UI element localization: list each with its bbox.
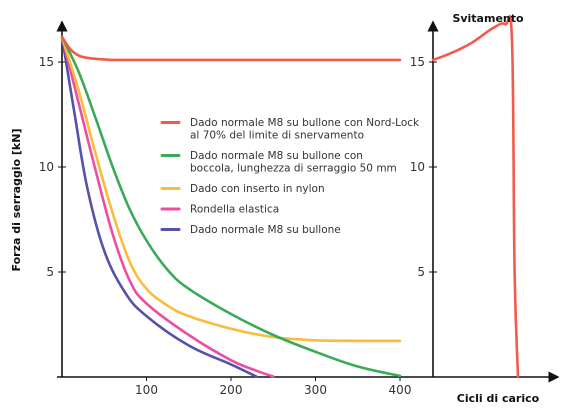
right-y-tick-label: 10 [410,160,425,174]
y-tick-label: 15 [39,55,54,69]
x-tick-label: 100 [135,383,158,397]
legend-label: Dado normale M8 su bullone [190,224,341,236]
x-tick-label: 200 [220,383,243,397]
legend-label: Dado normale M8 su bullone con Nord-Lock [190,117,420,129]
y-tick-label: 10 [39,160,54,174]
legend-label: Rondella elastica [190,204,279,216]
y-tick-label: 5 [46,265,54,279]
series-line [60,35,258,378]
series-line [60,35,275,378]
series-layer [60,15,520,379]
x-tick-label: 300 [304,383,327,397]
legend-label: Dado con inserto in nylon [190,183,325,195]
right-y-tick-label: 5 [417,265,425,279]
unloosening-line [431,15,520,379]
legend-label: boccola, lunghezza di serraggio 50 mm [190,163,397,175]
y-axis-title: Forza di serraggio [kN] [10,129,23,272]
legend-label: al 70% del limite di snervamento [190,130,364,142]
x-axis-title: Cicli di carico [457,392,540,405]
legend: Dado normale M8 su bullone con Nord-Lock… [160,117,420,236]
ticks-layer: 100 200 300 400 5 10 15 5 10 15 [39,55,437,397]
right-y-tick-label: 15 [410,55,425,69]
right-panel-title: Svitamento [452,12,524,25]
series-line [60,35,402,343]
x-tick-label: 400 [389,383,412,397]
series-line [60,35,402,378]
legend-label: Dado normale M8 su bullone con [190,150,363,162]
series-line [60,35,402,62]
